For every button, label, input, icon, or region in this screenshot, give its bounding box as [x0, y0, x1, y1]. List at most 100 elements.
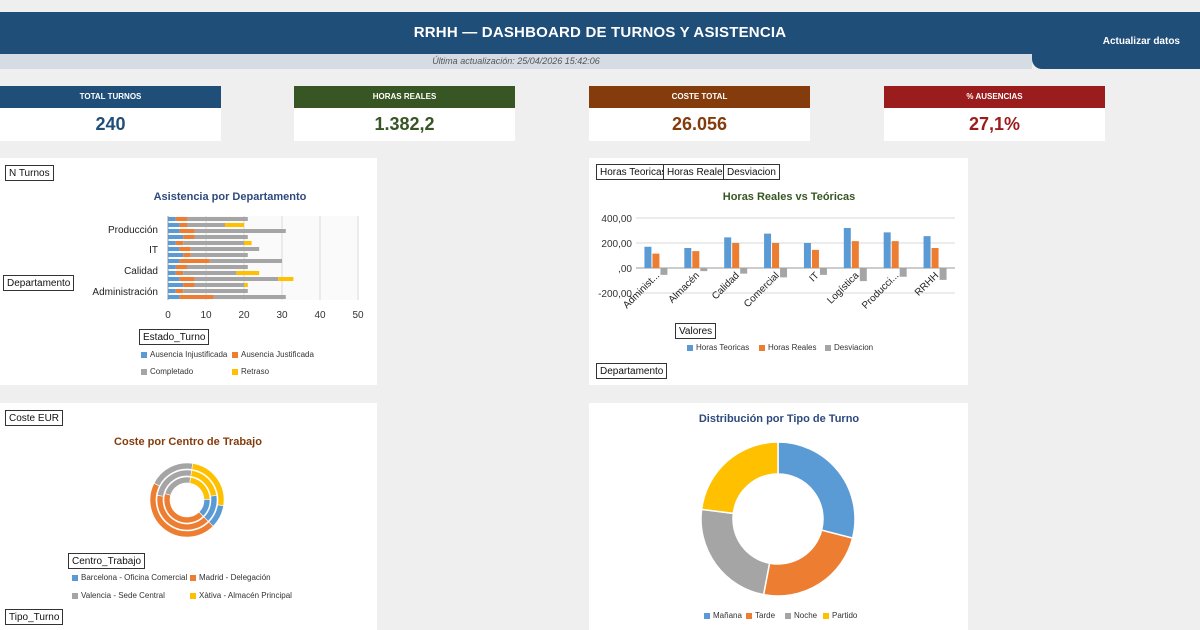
bar-segment: [168, 295, 180, 299]
category-label: Administración: [92, 287, 158, 298]
kpi-value: 240: [95, 114, 126, 134]
bar-segment: [190, 253, 248, 257]
category-label: RRHH: [913, 270, 941, 298]
bar-segment: [183, 289, 248, 293]
bar-segment: [179, 295, 214, 299]
bar-segment: [168, 271, 176, 275]
pivot-field-departamento[interactable]: Departamento: [3, 275, 75, 291]
pivot-field-n-turnos[interactable]: N Turnos: [5, 165, 54, 181]
bar: [891, 241, 899, 268]
donut-slice: [203, 494, 218, 522]
bar: [772, 243, 780, 268]
kpi-card-coste-total: COSTE TOTAL 26.056: [589, 86, 810, 141]
category-label: Almacén: [667, 270, 702, 305]
category-label: Comercial: [742, 270, 782, 310]
pivot-field-departamento-axis[interactable]: Departamento: [596, 363, 668, 379]
legend-item: Mañana: [704, 611, 742, 620]
bar-segment: [168, 253, 184, 257]
legend-item: Valencia - Sede Central: [72, 591, 165, 600]
bar-segment: [183, 283, 195, 287]
bar-segment: [175, 241, 184, 245]
bar-segment: [183, 235, 195, 239]
pivot-field-coste-eur[interactable]: Coste EUR: [5, 410, 64, 426]
x-tick-label: 0: [165, 310, 171, 321]
bar-segment: [168, 265, 176, 269]
header-bar: RRHH — DASHBOARD DE TURNOS Y ASISTENCIA: [0, 12, 1200, 54]
bar: [780, 268, 788, 278]
bar-segment: [179, 277, 195, 281]
pivot-field-centro-trabajo[interactable]: Centro_Trabajo: [68, 553, 146, 569]
x-tick-label: 40: [314, 310, 326, 321]
donut-slice: [700, 508, 771, 596]
category-label: Producción: [108, 225, 158, 236]
bar-segment: [244, 283, 248, 287]
legend-item: Noche: [785, 611, 817, 620]
bar: [652, 253, 660, 268]
pivot-values-button[interactable]: Valores: [675, 323, 717, 339]
legend-item: Retraso: [232, 367, 269, 376]
bar-segment: [194, 229, 286, 233]
chart-title: Horas Reales vs Teóricas: [722, 191, 856, 203]
legend-item: Horas Reales: [759, 343, 816, 352]
bar-segment: [168, 223, 180, 227]
category-label: Calidad: [124, 266, 158, 277]
panel-asistencia: N Turnos Asistencia por Departamento Dep…: [0, 158, 377, 385]
bar-segment: [194, 283, 244, 287]
bar-segment: [225, 223, 244, 227]
y-tick-label: 400,00: [601, 214, 632, 225]
tipo-turno-chart-svg: [700, 441, 856, 597]
bar-segment: [175, 265, 187, 269]
bar-segment: [213, 295, 286, 299]
kpi-card-horas-reales: HORAS REALES 1.382,2: [294, 86, 515, 141]
donut-slice: [700, 441, 779, 515]
bar: [764, 233, 772, 268]
bar-segment: [175, 289, 184, 293]
pivot-field-tipo-turno[interactable]: Tipo_Turno: [5, 609, 64, 625]
bar: [803, 243, 811, 268]
legend-item: Barcelona - Oficina Comercial: [72, 573, 187, 582]
bar: [939, 268, 947, 280]
bar-segment: [190, 247, 260, 251]
bar-segment: [236, 271, 260, 275]
x-tick-label: 20: [238, 310, 250, 321]
category-label: Logística: [825, 270, 861, 306]
bar: [692, 251, 700, 268]
bar-segment: [168, 241, 176, 245]
y-tick-label: 200,00: [601, 239, 632, 250]
legend-item: Tarde: [746, 611, 775, 620]
chart-title: Asistencia por Departamento: [153, 191, 307, 203]
kpi-value: 1.382,2: [374, 114, 435, 134]
pivot-field-estado-turno[interactable]: Estado_Turno: [139, 329, 210, 345]
legend-item: Completado: [141, 367, 193, 376]
kpi-label: COSTE TOTAL: [589, 86, 810, 108]
bar: [859, 268, 867, 282]
x-tick-label: 50: [352, 310, 364, 321]
last-update-text: Última actualización: 25/04/2026 15:42:0…: [0, 54, 1032, 69]
bar: [700, 268, 708, 272]
bar-segment: [168, 259, 180, 263]
kpi-card-total-turnos: TOTAL TURNOS 240: [0, 86, 221, 141]
donut-slice: [208, 504, 224, 527]
bar: [931, 248, 939, 268]
refresh-data-button[interactable]: Actualizar datos: [1032, 12, 1200, 69]
panel-coste: Coste EUR Coste por Centro de Trabajo Ce…: [0, 403, 377, 630]
bar-segment: [179, 223, 187, 227]
x-tick-label: 10: [200, 310, 212, 321]
x-tick-label: 30: [276, 310, 288, 321]
kpi-value: 27,1%: [968, 114, 1021, 134]
legend-item: Xàtiva - Almacén Principal: [190, 591, 292, 600]
kpi-label: TOTAL TURNOS: [0, 86, 221, 108]
chart-title: Coste por Centro de Trabajo: [114, 436, 262, 448]
bar-segment: [168, 289, 176, 293]
bar-segment: [179, 229, 195, 233]
pivot-field-desviacion[interactable]: Desviacion: [723, 164, 780, 180]
y-tick-label: -200,00: [598, 289, 632, 300]
legend-item: Desviacion: [825, 343, 873, 352]
category-label: IT: [149, 245, 158, 256]
bar-segment: [244, 241, 252, 245]
bar-segment: [183, 271, 237, 275]
asistencia-chart-svg: 0 10 20 30 40 50 Producción IT Calidad Administra…: [92, 216, 364, 321]
legend-item: Partido: [823, 611, 857, 620]
